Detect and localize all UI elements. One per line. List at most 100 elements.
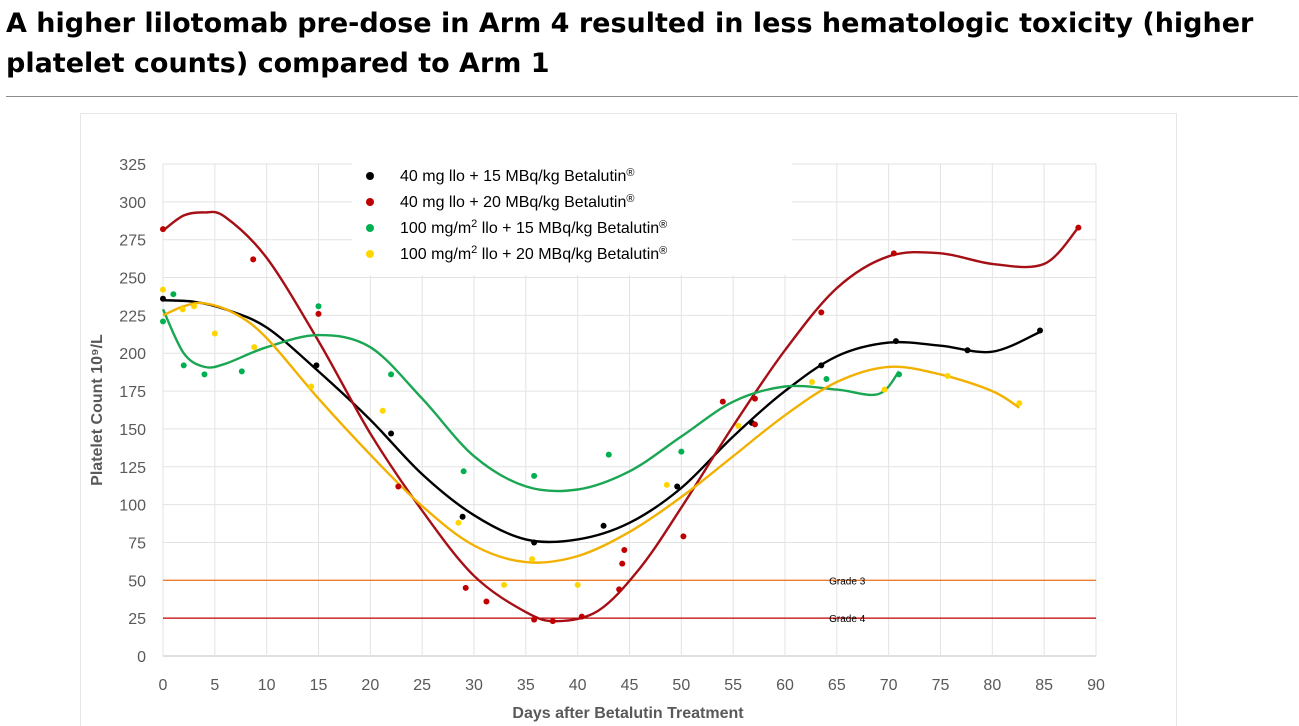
data-point-series-1	[600, 522, 607, 529]
y-tick-label: 100	[119, 498, 146, 515]
data-point-series-2	[483, 598, 490, 605]
data-point-series-4	[529, 556, 536, 563]
x-tick-label: 70	[880, 677, 898, 694]
y-tick-label: 50	[128, 573, 146, 590]
y-axis-title: Platelet Count 10⁹/L	[89, 334, 106, 486]
y-tick-label: 225	[119, 308, 146, 325]
data-points	[160, 224, 1082, 625]
data-point-series-3	[160, 318, 166, 325]
data-point-series-2	[531, 616, 538, 623]
data-point-series-4	[179, 306, 186, 313]
data-point-series-2	[719, 398, 726, 405]
data-point-series-2	[751, 395, 758, 402]
legend-label-2: 40 mg llo + 20 MBq/kg Betalutin®	[400, 193, 634, 211]
data-point-series-2	[818, 309, 825, 316]
x-tick-label: 5	[210, 677, 219, 694]
x-tick-label: 75	[932, 677, 950, 694]
y-tick-label: 325	[119, 157, 146, 174]
data-point-series-2	[395, 483, 402, 490]
x-tick-label: 30	[465, 677, 483, 694]
y-tick-label: 75	[128, 535, 146, 552]
data-point-series-1	[388, 430, 395, 437]
data-point-series-1	[964, 347, 971, 354]
data-point-series-3	[896, 371, 903, 378]
data-point-series-4	[308, 383, 315, 390]
data-point-series-4	[160, 286, 166, 293]
x-tick-label: 60	[776, 677, 794, 694]
data-point-series-3	[201, 371, 208, 378]
legend-marker-3	[366, 224, 374, 232]
data-point-series-1	[1037, 327, 1044, 334]
y-tick-label: 125	[119, 460, 146, 477]
data-point-series-4	[574, 581, 581, 588]
data-point-series-2	[616, 586, 623, 593]
data-point-series-2	[751, 421, 758, 428]
x-axis-title: Days after Betalutin Treatment	[512, 705, 744, 722]
grade-label: Grade 3	[829, 576, 866, 587]
data-point-series-3	[388, 371, 395, 378]
y-axis-ticks: 0 25 50 75 100 125 150 175 200 225 250 275 300 325	[119, 157, 146, 666]
data-point-series-4	[735, 422, 742, 429]
data-point-series-4	[455, 519, 462, 526]
data-point-series-4	[379, 407, 386, 414]
data-point-series-1	[459, 513, 466, 520]
y-tick-label: 25	[128, 611, 146, 628]
x-tick-label: 35	[517, 677, 535, 694]
y-tick-label: 275	[119, 233, 146, 250]
data-point-series-4	[191, 303, 198, 310]
data-point-series-2	[250, 256, 257, 263]
x-tick-label: 55	[724, 677, 742, 694]
legend-marker-2	[366, 198, 374, 206]
data-point-series-2	[578, 613, 585, 620]
x-tick-label: 0	[159, 677, 168, 694]
trend-line-series-4	[162, 301, 1020, 564]
gridlines	[162, 163, 1097, 657]
data-point-series-3	[605, 451, 612, 458]
title-divider	[6, 96, 1298, 97]
trend-line-series-3	[161, 308, 900, 493]
y-tick-label: 175	[119, 384, 146, 401]
data-point-series-2	[1075, 224, 1082, 231]
data-point-series-3	[238, 368, 245, 375]
data-point-series-3	[170, 291, 177, 298]
data-point-series-1	[313, 362, 320, 369]
y-tick-label: 150	[119, 422, 146, 439]
data-point-series-4	[944, 372, 951, 379]
y-tick-label: 200	[119, 346, 146, 363]
x-tick-label: 50	[672, 677, 690, 694]
x-tick-label: 45	[621, 677, 639, 694]
data-point-series-3	[315, 303, 322, 310]
legend-marker-1	[366, 172, 374, 180]
trend-lines	[161, 210, 1080, 623]
legend-background	[352, 160, 792, 275]
x-tick-label: 40	[569, 677, 587, 694]
x-tick-label: 10	[258, 677, 276, 694]
y-tick-label: 300	[119, 195, 146, 212]
x-tick-label: 80	[983, 677, 1001, 694]
legend-label-4: 100 mg/m2 llo + 20 MBq/kg Betalutin®	[400, 244, 667, 263]
trend-line-series-2	[162, 210, 1080, 623]
legend-marker-4	[366, 250, 374, 258]
x-tick-label: 85	[1035, 677, 1053, 694]
legend-label-1: 40 mg llo + 15 MBq/kg Betalutin®	[400, 167, 634, 185]
data-point-series-2	[619, 560, 626, 567]
data-point-series-4	[1016, 400, 1023, 407]
data-point-series-3	[823, 375, 830, 382]
data-point-series-2	[160, 226, 166, 233]
data-point-series-2	[462, 584, 469, 591]
data-point-series-4	[251, 344, 258, 351]
data-point-series-2	[549, 618, 556, 625]
data-point-series-2	[680, 533, 687, 540]
data-point-series-3	[460, 468, 467, 475]
x-tick-label: 25	[413, 677, 431, 694]
data-point-series-1	[818, 362, 825, 369]
data-point-series-1	[674, 483, 681, 490]
x-axis-ticks: 0 5 10 15 20 25 30 35 40 45 50 55 60 65 70 75 80 85 90	[159, 677, 1105, 694]
legend: 40 mg llo + 15 MBq/kg Betalutin® 40 mg ll…	[352, 160, 792, 275]
chart-frame	[80, 113, 1177, 726]
data-point-series-3	[531, 472, 538, 479]
data-point-series-4	[211, 330, 218, 337]
data-point-series-2	[315, 310, 322, 317]
legend-label-3: 100 mg/m2 llo + 15 MBq/kg Betalutin®	[400, 218, 667, 237]
